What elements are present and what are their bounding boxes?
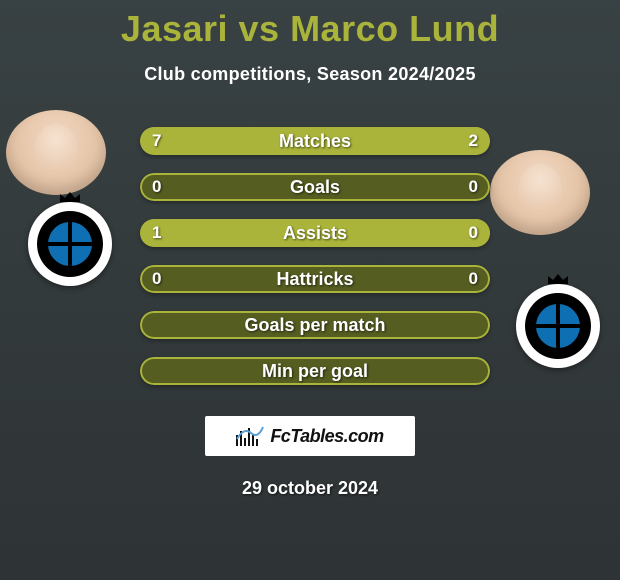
stat-label: Assists [140, 219, 490, 247]
snapshot-date: 29 october 2024 [0, 478, 620, 499]
stat-label: Goals per match [140, 311, 490, 339]
stat-row: 10Assists [140, 219, 490, 247]
fctables-watermark: FcTables.com [205, 416, 415, 456]
stat-row: Min per goal [140, 357, 490, 385]
stat-label: Hattricks [140, 265, 490, 293]
club-crest-right [516, 284, 600, 368]
stat-label: Min per goal [140, 357, 490, 385]
club-crest-left [28, 202, 112, 286]
stat-row: 00Goals [140, 173, 490, 201]
fctables-watermark-text: FcTables.com [270, 426, 383, 447]
player-right-photo [490, 150, 590, 235]
stat-label: Matches [140, 127, 490, 155]
stat-row: Goals per match [140, 311, 490, 339]
stat-row: 72Matches [140, 127, 490, 155]
fctables-logo-icon [236, 425, 264, 447]
stat-row: 00Hattricks [140, 265, 490, 293]
season-subtitle: Club competitions, Season 2024/2025 [0, 64, 620, 85]
player-left-photo [6, 110, 106, 195]
page-title: Jasari vs Marco Lund [0, 0, 620, 50]
stat-label: Goals [140, 173, 490, 201]
